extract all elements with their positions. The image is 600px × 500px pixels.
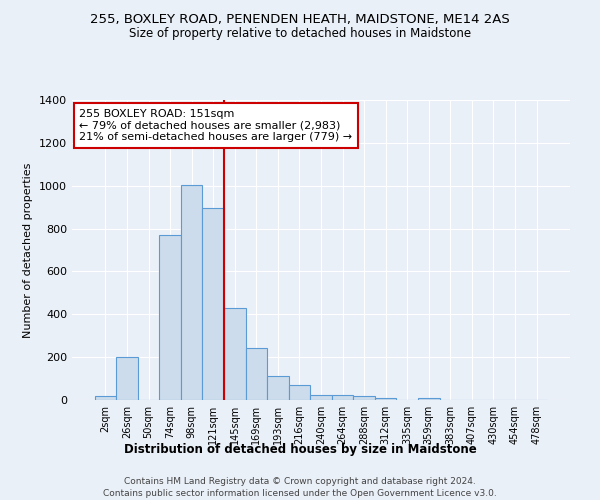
Bar — [160, 235, 181, 400]
Text: 255, BOXLEY ROAD, PENENDEN HEATH, MAIDSTONE, ME14 2AS: 255, BOXLEY ROAD, PENENDEN HEATH, MAIDST… — [90, 12, 510, 26]
Bar — [224, 308, 245, 400]
Bar — [116, 357, 138, 400]
Bar — [418, 398, 440, 400]
Bar — [202, 208, 224, 400]
Bar — [332, 394, 353, 400]
Text: 255 BOXLEY ROAD: 151sqm
← 79% of detached houses are smaller (2,983)
21% of semi: 255 BOXLEY ROAD: 151sqm ← 79% of detache… — [79, 109, 353, 142]
Bar — [181, 184, 202, 400]
Bar — [245, 348, 267, 400]
Text: Size of property relative to detached houses in Maidstone: Size of property relative to detached ho… — [129, 28, 471, 40]
Bar — [375, 398, 397, 400]
Text: Contains HM Land Registry data © Crown copyright and database right 2024.: Contains HM Land Registry data © Crown c… — [124, 478, 476, 486]
Bar — [267, 376, 289, 400]
Bar — [289, 386, 310, 400]
Bar — [310, 396, 332, 400]
Bar — [353, 396, 375, 400]
Bar — [95, 396, 116, 400]
Text: Distribution of detached houses by size in Maidstone: Distribution of detached houses by size … — [124, 442, 476, 456]
Y-axis label: Number of detached properties: Number of detached properties — [23, 162, 34, 338]
Text: Contains public sector information licensed under the Open Government Licence v3: Contains public sector information licen… — [103, 489, 497, 498]
